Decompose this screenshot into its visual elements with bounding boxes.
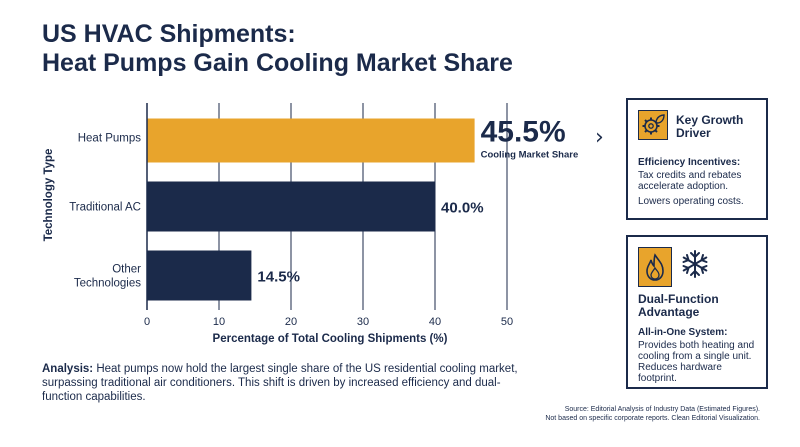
x-tick-labels: 0 10 20 30 40 50 bbox=[144, 316, 513, 328]
source-line-1: Source: Editorial Analysis of Industry D… bbox=[564, 406, 760, 413]
source-note: Source: Editorial Analysis of Industry D… bbox=[545, 405, 760, 423]
bar-1 bbox=[147, 181, 435, 232]
dual-function-panel: Dual-Function Advantage All-in-One Syste… bbox=[626, 235, 768, 389]
gear-leaf-icon bbox=[638, 110, 668, 140]
chevron-right-icon: › bbox=[595, 125, 604, 150]
key-growth-panel: Key Growth Driver Efficiency Incentives:… bbox=[626, 98, 768, 220]
analysis-label: Analysis: bbox=[42, 363, 94, 375]
dual-panel-text: Provides both heating and cooling from a… bbox=[638, 340, 755, 384]
value-label-0: 45.5% bbox=[481, 116, 566, 149]
dual-panel-subtitle: All-in-One System: bbox=[638, 327, 728, 338]
analysis-body: Heat pumps now hold the largest single s… bbox=[42, 363, 518, 403]
x-tick-label-4: 40 bbox=[429, 316, 441, 328]
snowflake-icon bbox=[682, 250, 708, 278]
page-title: US HVAC Shipments: Heat Pumps Gain Cooli… bbox=[42, 20, 513, 78]
x-tick-label-5: 50 bbox=[501, 316, 513, 328]
value-labels: 45.5%Cooling Market Share 40.0% 14.5% bbox=[257, 116, 578, 286]
analysis-text: Analysis: Heat pumps now hold the larges… bbox=[42, 362, 532, 404]
category-label-2: Other Technologies bbox=[74, 264, 141, 290]
source-line-2: Not based on specific corporate reports.… bbox=[545, 415, 760, 422]
x-tick-label-1: 10 bbox=[213, 316, 225, 328]
chart-bars bbox=[147, 118, 475, 301]
x-tick-label-0: 0 bbox=[144, 316, 150, 328]
flame-icon bbox=[638, 247, 672, 287]
title-line-1: US HVAC Shipments: bbox=[42, 20, 296, 48]
bar-chart: Heat Pumps Traditional AC Other Technologie… bbox=[43, 103, 578, 345]
x-tick-label-3: 30 bbox=[357, 316, 369, 328]
value-label-2: 14.5% bbox=[257, 269, 300, 286]
y-axis-label: Technology Type bbox=[43, 149, 55, 242]
dual-panel-title: Dual-Function Advantage bbox=[638, 292, 719, 319]
growth-panel-subtitle: Efficiency Incentives: bbox=[638, 157, 741, 168]
value-label-1: 40.0% bbox=[441, 200, 484, 217]
bar-2 bbox=[147, 250, 252, 301]
bar-0 bbox=[147, 118, 475, 163]
x-tick-label-2: 20 bbox=[285, 316, 297, 328]
growth-panel-text-2: Lowers operating costs. bbox=[638, 196, 744, 207]
category-label-0: Heat Pumps bbox=[78, 133, 142, 145]
category-labels: Heat Pumps Traditional AC Other Technologie… bbox=[69, 133, 141, 290]
category-label-1: Traditional AC bbox=[69, 202, 141, 214]
highlight-caption: Cooling Market Share bbox=[481, 150, 579, 161]
x-axis-label: Percentage of Total Cooling Shipments (%… bbox=[213, 333, 448, 345]
growth-panel-text-1: Tax credits and rebates accelerate adopt… bbox=[638, 170, 742, 192]
title-line-2: Heat Pumps Gain Cooling Market Share bbox=[42, 49, 513, 77]
growth-panel-title: Key Growth Driver bbox=[676, 113, 744, 140]
